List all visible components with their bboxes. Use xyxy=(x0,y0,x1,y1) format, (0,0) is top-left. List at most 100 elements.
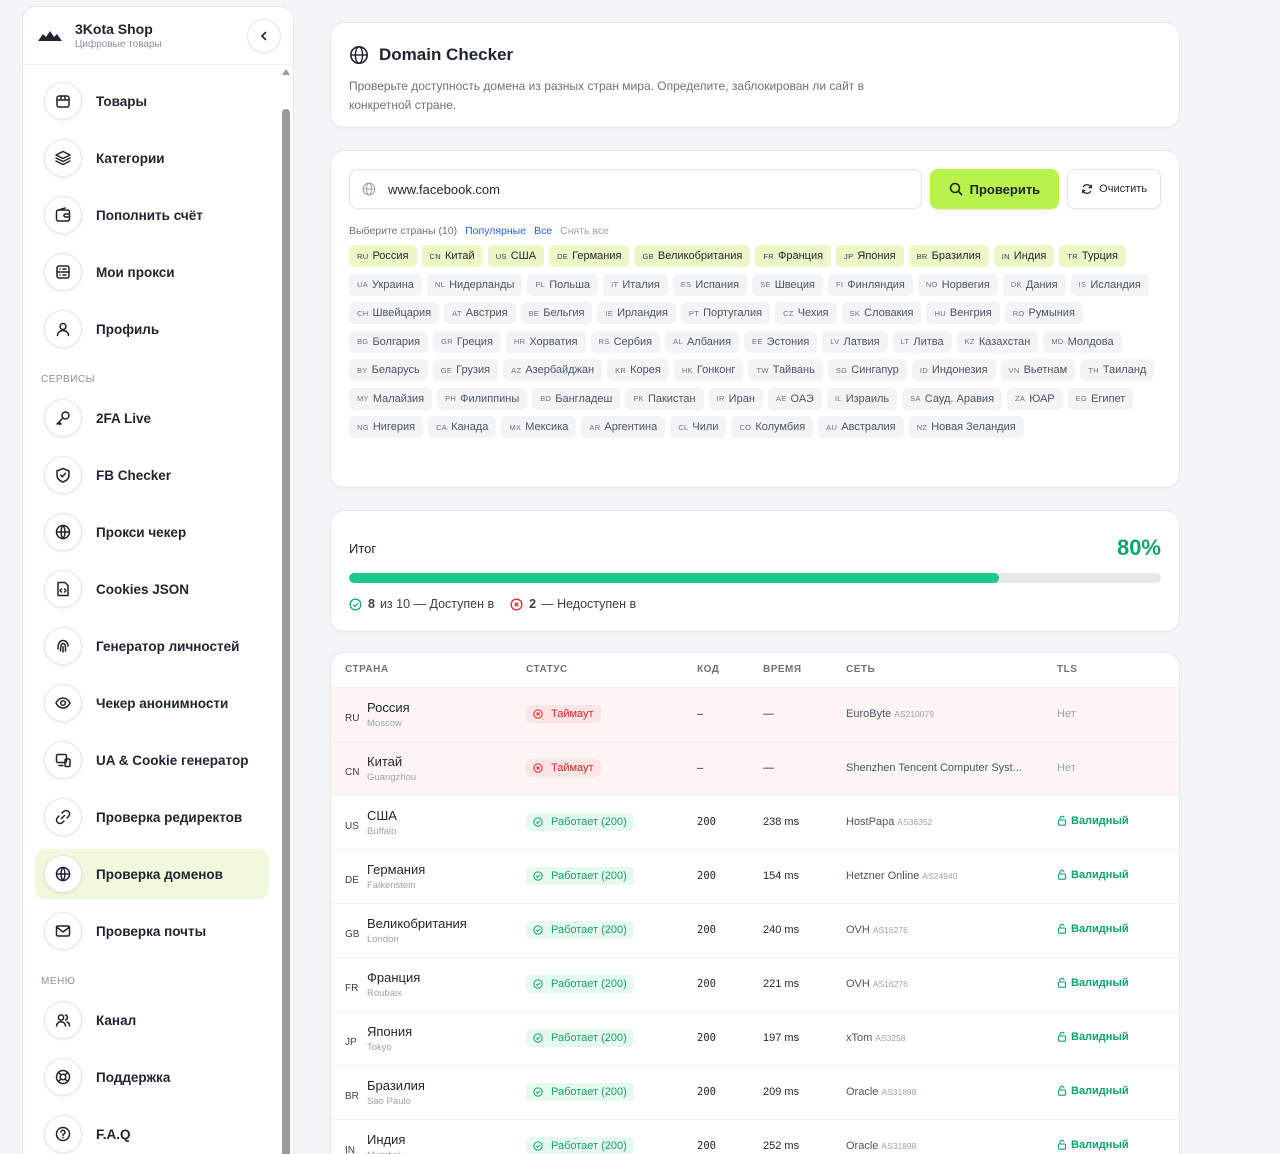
country-chip-az[interactable]: AZ Азербайджан xyxy=(503,359,603,381)
domain-input[interactable] xyxy=(388,181,888,197)
sidebar-item-services-8[interactable]: Проверка доменов xyxy=(35,849,269,899)
country-chip-se[interactable]: SE Швеция xyxy=(752,273,824,296)
country-chip-kz[interactable]: KZ Казахстан xyxy=(956,330,1039,353)
country-chip-it[interactable]: IT Италия xyxy=(603,273,668,296)
scroll-thumb[interactable] xyxy=(282,109,290,1154)
country-chip-tw[interactable]: TW Тайвань xyxy=(748,359,823,381)
cell-country: JP Япония Tokyo xyxy=(331,1011,526,1066)
country-chip-cz[interactable]: CZ Чехия xyxy=(775,302,837,324)
country-chip-gb[interactable]: GB Великобритания xyxy=(634,245,751,267)
sidebar-item-services-3[interactable]: Cookies JSON xyxy=(35,564,269,614)
country-chip-at[interactable]: AT Австрия xyxy=(444,302,516,324)
country-chip-be[interactable]: BE Бельгия xyxy=(520,302,593,324)
country-chip-ro[interactable]: RO Румыния xyxy=(1004,302,1083,324)
country-chip-ae[interactable]: AE ОАЭ xyxy=(767,387,822,410)
sidebar-scrollbar[interactable] xyxy=(282,69,290,1154)
sidebar-item-main-2[interactable]: Пополнить счёт xyxy=(35,190,269,240)
country-chip-fr[interactable]: FR Франция xyxy=(755,245,832,267)
country-chip-mx[interactable]: MX Мексика xyxy=(501,416,577,438)
country-chip-pk[interactable]: PK Пакистан xyxy=(625,387,704,410)
country-chip-my[interactable]: MY Малайзия xyxy=(349,387,433,410)
clear-button[interactable]: Очистить xyxy=(1067,169,1161,209)
country-chip-al[interactable]: AL Албания xyxy=(665,330,740,353)
country-chip-ch[interactable]: CH Швейцария xyxy=(349,302,440,324)
scroll-up-arrow-icon[interactable] xyxy=(282,69,290,75)
country-chip-rs[interactable]: RS Сербия xyxy=(590,330,661,353)
country-chip-us[interactable]: US США xyxy=(487,245,545,267)
deselect-all-link[interactable]: Снять все xyxy=(560,225,609,237)
country-chip-eg[interactable]: EG Египет xyxy=(1067,387,1134,410)
country-chip-za[interactable]: ZA ЮАР xyxy=(1007,387,1063,410)
sidebar-item-services-4[interactable]: Генератор личностей xyxy=(35,621,269,671)
country-chip-de[interactable]: DE Германия xyxy=(549,245,630,267)
sidebar-item-main-1[interactable]: Категории xyxy=(35,133,269,183)
country-chip-ca[interactable]: CA Канада xyxy=(428,416,497,438)
country-chip-pl[interactable]: PL Польша xyxy=(527,273,599,296)
country-chip-cl[interactable]: CL Чили xyxy=(670,416,727,438)
country-chip-bd[interactable]: BD Бангладеш xyxy=(532,387,621,410)
country-chip-co[interactable]: CO Колумбия xyxy=(731,416,814,438)
sidebar-item-main-3[interactable]: Мои прокси xyxy=(35,247,269,297)
country-chip-no[interactable]: NO Норвегия xyxy=(917,273,998,296)
country-chip-ph[interactable]: PH Филиппины xyxy=(437,387,528,410)
country-chip-hk[interactable]: HK Гонконг xyxy=(673,359,744,381)
country-chip-il[interactable]: IL Израиль xyxy=(826,387,898,410)
check-button[interactable]: Проверить xyxy=(929,169,1060,209)
country-chip-vn[interactable]: VN Вьетнам xyxy=(1000,359,1076,381)
country-chip-br[interactable]: BR Бразилия xyxy=(908,245,989,267)
country-chip-dk[interactable]: DK Дания xyxy=(1002,273,1066,296)
country-chip-pt[interactable]: PT Португалия xyxy=(680,302,771,324)
country-chip-is[interactable]: IS Исландия xyxy=(1070,273,1149,296)
country-chip-ng[interactable]: NG Нигерия xyxy=(349,416,424,438)
country-chip-ua[interactable]: UA Украина xyxy=(349,273,422,296)
country-chip-sg[interactable]: SG Сингапур xyxy=(827,359,907,381)
country-chip-hu[interactable]: HU Венгрия xyxy=(926,302,1000,324)
country-chip-lt[interactable]: LT Литва xyxy=(892,330,952,353)
country-chip-md[interactable]: MD Молдова xyxy=(1043,330,1122,353)
sidebar-item-services-0[interactable]: 2FA Live xyxy=(35,393,269,443)
country-chip-bg[interactable]: BG Болгария xyxy=(349,330,429,353)
country-chip-ir[interactable]: IR Иран xyxy=(708,387,763,410)
country-chip-kr[interactable]: KR Корея xyxy=(607,359,669,381)
sidebar-item-services-7[interactable]: Проверка редиректов xyxy=(35,792,269,842)
country-chip-ge[interactable]: GE Грузия xyxy=(432,359,499,381)
sidebar-item-services-1[interactable]: FB Checker xyxy=(35,450,269,500)
country-chip-ar[interactable]: AR Аргентина xyxy=(581,416,666,438)
sidebar-item-services-6[interactable]: UA & Cookie генератор xyxy=(35,735,269,785)
country-chip-jp[interactable]: JP Япония xyxy=(836,245,904,267)
sidebar-item-services-5[interactable]: Чекер анонимности xyxy=(35,678,269,728)
collapse-sidebar-button[interactable] xyxy=(247,18,281,53)
country-chip-gr[interactable]: GR Греция xyxy=(433,330,501,353)
country-chip-nz[interactable]: NZ Новая Зеландия xyxy=(908,416,1024,438)
country-chip-hr[interactable]: HR Хорватия xyxy=(505,330,586,353)
sidebar-item-main-0[interactable]: Товары xyxy=(35,76,269,126)
sidebar-item-main-4[interactable]: Профиль xyxy=(35,304,269,354)
country-chip-au[interactable]: AU Австралия xyxy=(818,416,904,438)
country-chip-ee[interactable]: EE Эстония xyxy=(744,330,818,353)
country-chip-code: NZ xyxy=(916,422,928,432)
country-chip-in[interactable]: IN Индия xyxy=(993,245,1055,267)
select-popular-link[interactable]: Популярные xyxy=(465,225,527,237)
country-chip-fi[interactable]: FI Финляндия xyxy=(828,273,913,296)
tls-text: Валидный xyxy=(1071,868,1129,881)
sidebar-item-menu-1[interactable]: Поддержка xyxy=(35,1052,269,1102)
sidebar-item-services-2[interactable]: Прокси чекер xyxy=(35,507,269,557)
country-chip-ru[interactable]: RU Россия xyxy=(349,245,417,267)
sidebar-item-menu-2[interactable]: F.A.Q xyxy=(35,1109,269,1154)
country-chip-cn[interactable]: CN Китай xyxy=(421,245,483,267)
country-chip-es[interactable]: ES Испания xyxy=(672,273,748,296)
country-chip-id[interactable]: ID Индонезия xyxy=(911,359,996,381)
country-chip-sa[interactable]: SA Сауд. Аравия xyxy=(902,387,1003,410)
sidebar-item-menu-0[interactable]: Канал xyxy=(35,995,269,1045)
sidebar-item-services-9[interactable]: Проверка почты xyxy=(35,906,269,956)
country-chip-nl[interactable]: NL Нидерланды xyxy=(426,273,523,296)
country-chip-th[interactable]: TH Таиланд xyxy=(1080,359,1155,381)
country-chip-tr[interactable]: TR Турция xyxy=(1059,245,1126,267)
country-chip-sk[interactable]: SK Словакия xyxy=(841,302,922,324)
country-chip-lv[interactable]: LV Латвия xyxy=(822,330,888,353)
select-all-link[interactable]: Все xyxy=(534,225,553,237)
country-chip-ie[interactable]: IE Ирландия xyxy=(597,302,676,324)
cell-http-code: 200 xyxy=(697,957,763,1012)
country-chip-name: США xyxy=(510,250,537,262)
country-chip-by[interactable]: BY Беларусь xyxy=(349,359,428,381)
